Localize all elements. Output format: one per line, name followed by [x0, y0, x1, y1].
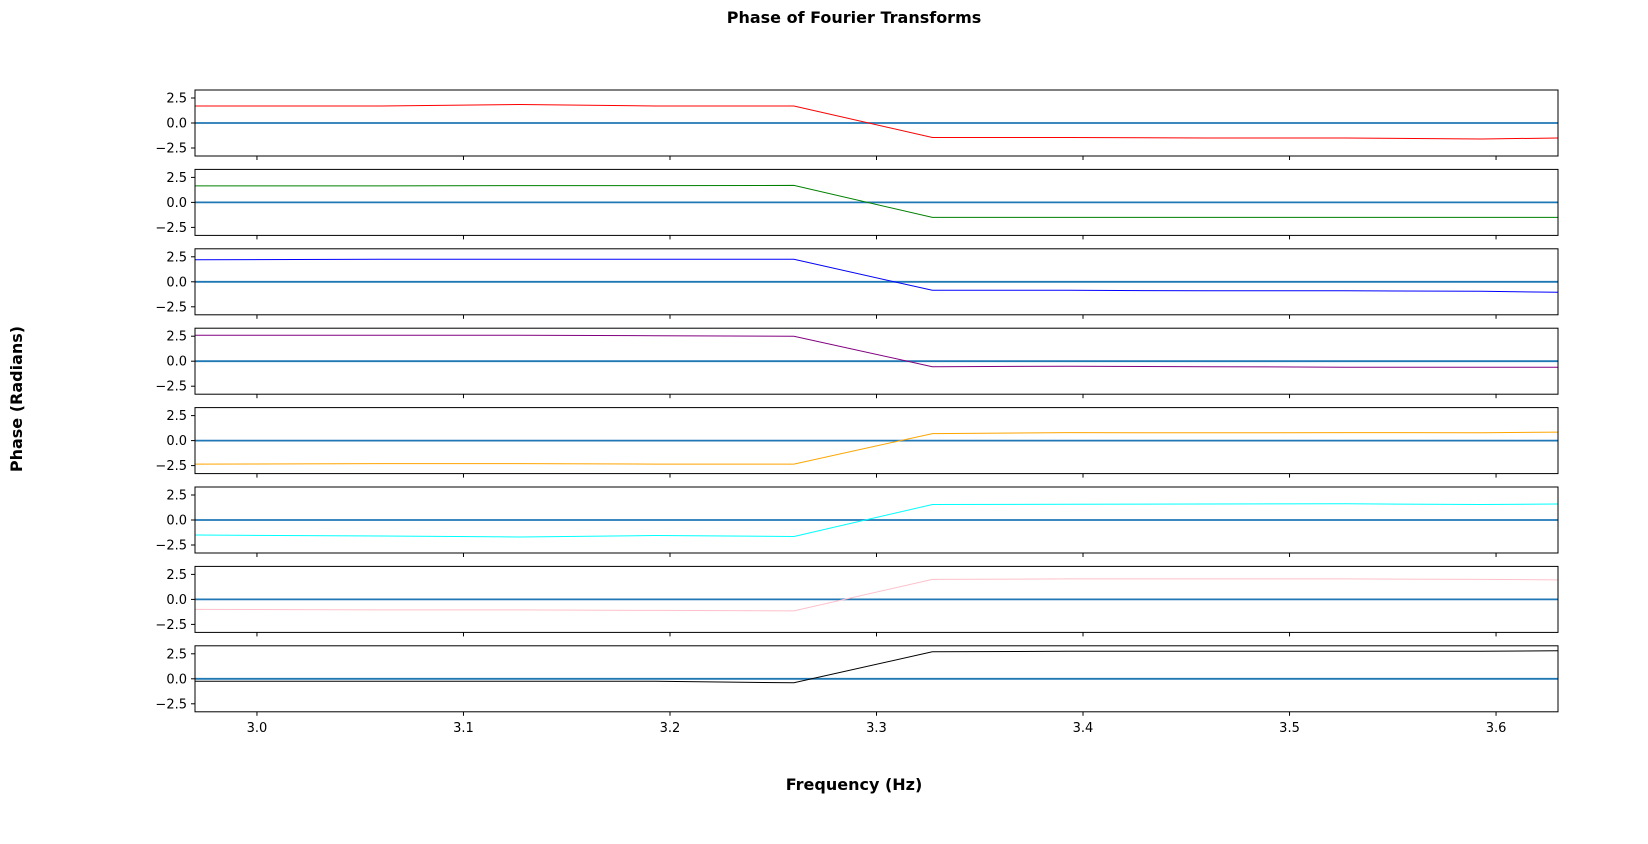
x-tick-label: 3.1	[453, 721, 474, 736]
series-line	[194, 503, 1559, 538]
x-tick-label: 3.0	[247, 721, 268, 736]
subplot-5: 2.5 0.0 −2.5	[155, 407, 1559, 478]
series-line	[194, 431, 1559, 465]
series-line	[195, 103, 1559, 140]
y-tick-label: −2.5	[155, 380, 187, 395]
y-tick-label: −2.5	[155, 697, 187, 712]
subplot-7: 2.5 0.0 −2.5	[155, 565, 1559, 637]
y-tick-label: 0.0	[166, 275, 187, 290]
subplot-1: 2.5 0.0 −2.5	[155, 89, 1559, 160]
y-tick-label: 0.0	[166, 434, 187, 449]
y-tick-label: −2.5	[155, 539, 187, 554]
y-tick-label: 0.0	[166, 117, 187, 132]
y-tick-label: 2.5	[166, 409, 187, 424]
y-tick-label: 0.0	[166, 514, 187, 529]
y-tick-label: −2.5	[155, 459, 187, 474]
series-line	[195, 650, 1559, 684]
series-line	[195, 334, 1558, 368]
y-tick-label: 0.0	[166, 593, 187, 608]
x-tick-label: 3.3	[866, 721, 887, 736]
y-tick-label: 2.5	[166, 250, 187, 265]
series-line	[195, 184, 1558, 218]
y-tick-label: 0.0	[166, 196, 187, 211]
subplot-4: 2.5 0.0 −2.5	[155, 327, 1559, 399]
y-tick-label: 2.5	[166, 171, 187, 186]
x-tick-label: 3.4	[1073, 721, 1094, 736]
subplot-panels: 2.5 0.0 −2.5 2.5 0.0 −2.5 2.5 0.0 −2.5 2.5 0.0 −2.5…	[155, 89, 1559, 736]
y-tick-label: 0.0	[166, 672, 187, 687]
subplot-2: 2.5 0.0 −2.5	[155, 168, 1559, 240]
x-tick-label: 3.2	[660, 721, 681, 736]
y-tick-label: 2.5	[166, 330, 187, 345]
series-line	[194, 258, 1559, 293]
y-axis-label: Phase (Radians)	[7, 326, 26, 472]
y-tick-label: 2.5	[166, 489, 187, 504]
y-tick-label: −2.5	[155, 618, 187, 633]
y-tick-label: −2.5	[155, 221, 187, 236]
y-tick-label: 2.5	[166, 92, 187, 107]
x-tick-label: 3.6	[1486, 721, 1507, 736]
y-tick-label: −2.5	[155, 142, 187, 157]
subplot-8: 2.5 0.0 −2.5 3.0 3.1 3.2 3.3 3.4 3.5 3.6	[155, 645, 1559, 736]
y-tick-label: 0.0	[166, 355, 187, 370]
subplot-3: 2.5 0.0 −2.5	[155, 248, 1559, 319]
x-axis-label: Frequency (Hz)	[786, 775, 923, 794]
subplot-6: 2.5 0.0 −2.5	[155, 486, 1559, 557]
chart-title: Phase of Fourier Transforms	[727, 8, 982, 27]
series-line	[194, 578, 1559, 612]
y-tick-label: −2.5	[155, 300, 187, 315]
x-tick-label: 3.5	[1279, 721, 1300, 736]
y-tick-label: 2.5	[166, 647, 187, 662]
y-tick-label: 2.5	[166, 568, 187, 583]
